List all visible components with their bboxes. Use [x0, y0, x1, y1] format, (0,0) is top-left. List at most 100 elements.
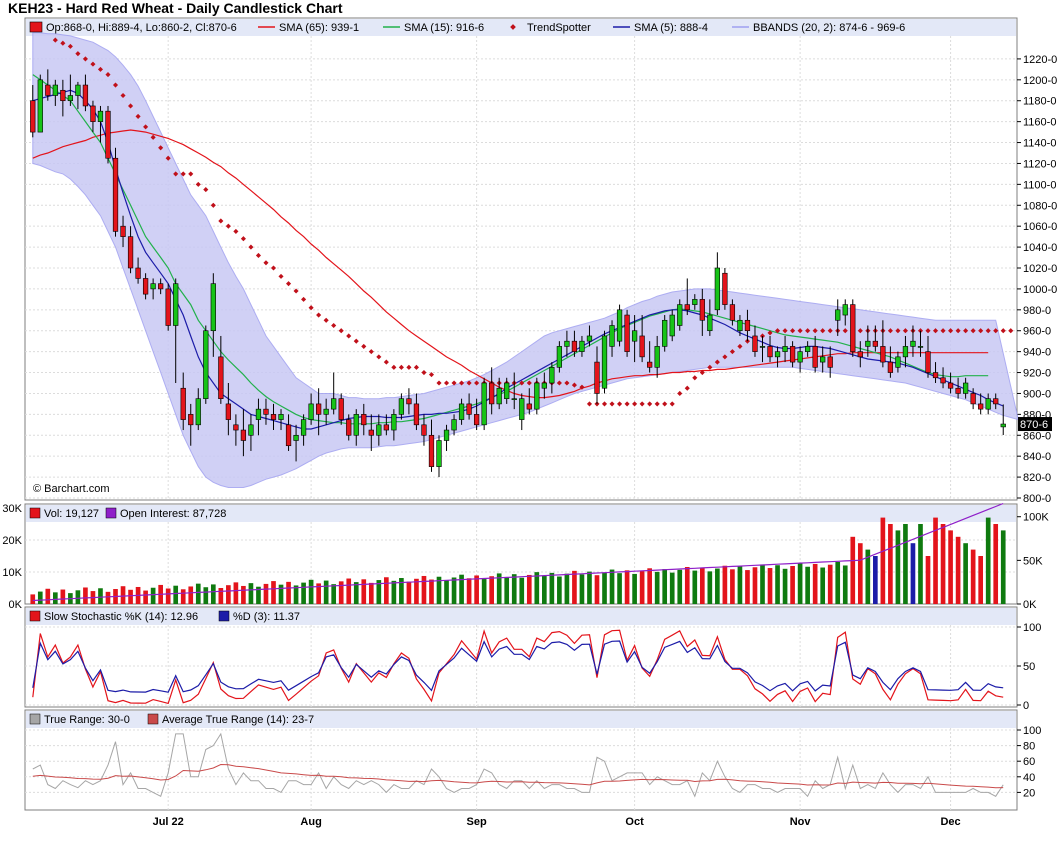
- candle-body: [67, 95, 74, 102]
- candle-body: [639, 335, 645, 358]
- trendspotter-dot: [925, 328, 931, 334]
- volume-bar: [557, 576, 562, 604]
- volume-bar: [737, 566, 743, 604]
- volume-bar: [376, 580, 382, 604]
- candle-body: [451, 419, 457, 431]
- trendspotter-dot: [240, 236, 246, 242]
- volume-bar: [662, 569, 668, 604]
- legend-atr-swatch: [147, 713, 159, 725]
- candle-body: [37, 79, 43, 133]
- volume-bar: [256, 586, 261, 604]
- trendspotter-dot: [173, 171, 179, 177]
- candle-body: [398, 398, 405, 415]
- candle-body: [940, 377, 946, 384]
- trendspotter-dot: [940, 328, 946, 334]
- volume-bar: [451, 577, 457, 604]
- volume-bar: [617, 573, 622, 604]
- sma5-line: [32, 89, 1004, 430]
- watermark: © Barchart.com: [33, 483, 110, 495]
- trendspotter-dot: [67, 43, 73, 49]
- candle-body: [955, 387, 961, 394]
- candle-body: [195, 398, 201, 426]
- candle-body: [293, 434, 299, 441]
- trendspotter-dot: [466, 380, 472, 386]
- volume-bar: [730, 569, 735, 604]
- y-tick-label: 920-0: [1023, 368, 1051, 380]
- volume-bar: [75, 590, 81, 604]
- candle-body: [496, 387, 502, 405]
- candle-body: [60, 89, 66, 102]
- x-tick-label: Nov: [790, 816, 812, 828]
- candle-body: [782, 346, 788, 352]
- open-interest-line: [32, 502, 1004, 602]
- y-tick-label: 1040-0: [1023, 242, 1057, 254]
- candle-body: [338, 398, 344, 420]
- trendspotter-dot: [707, 364, 713, 370]
- candle-body: [270, 414, 277, 420]
- volume-bar: [218, 588, 224, 604]
- volume-bar: [775, 565, 780, 604]
- candle-body: [917, 346, 924, 348]
- candle-body: [481, 382, 487, 426]
- volume-bar: [812, 563, 818, 604]
- trendspotter-dot: [955, 328, 961, 334]
- volume-bar: [647, 568, 652, 604]
- trendspotter-dot: [368, 349, 374, 355]
- candle-body: [579, 340, 585, 352]
- volume-bar: [353, 582, 359, 604]
- candle-body: [316, 403, 322, 415]
- candle-body: [428, 434, 435, 467]
- volume-bar: [105, 591, 111, 604]
- volume-bar: [745, 570, 750, 604]
- volume-bar: [241, 585, 246, 604]
- candle-body: [346, 419, 352, 436]
- x-tick-label: Sep: [467, 816, 487, 828]
- candle-body: [158, 283, 164, 290]
- volume-bar: [857, 543, 863, 604]
- candle-body: [752, 335, 758, 352]
- candle-body: [82, 84, 89, 107]
- candle-body: [692, 299, 698, 305]
- volume-bar: [384, 577, 389, 604]
- candle-body: [203, 330, 209, 399]
- trendspotter-dot: [331, 322, 337, 329]
- y-tick-label: 1120-0: [1023, 158, 1056, 170]
- volume-bar: [715, 568, 720, 604]
- volume-bar: [30, 594, 36, 604]
- tr-y-tick-label: 40: [1023, 772, 1035, 784]
- legend-stoch-k-swatch: [29, 610, 41, 622]
- candle-body: [240, 429, 247, 441]
- candle-body: [361, 414, 367, 426]
- volume-bar: [842, 565, 848, 604]
- true-range-line: [32, 732, 1004, 798]
- candle-body: [759, 346, 766, 348]
- volume-bar: [120, 586, 126, 604]
- volume-bar: [722, 565, 728, 604]
- candle-body: [150, 283, 156, 290]
- candle-body: [699, 299, 705, 321]
- volume-bar: [504, 576, 510, 604]
- volume-bar: [895, 530, 901, 604]
- candle-body: [1000, 423, 1006, 428]
- stoch-d-line: [32, 640, 1004, 693]
- trendspotter-dot: [594, 401, 600, 407]
- trendspotter-dot: [443, 380, 450, 386]
- volume-bar: [692, 570, 698, 604]
- candle-body: [571, 340, 578, 352]
- candle-body: [105, 110, 111, 159]
- volume-bar: [767, 568, 773, 604]
- volume-bar: [466, 578, 472, 604]
- volume-bar: [368, 582, 374, 604]
- candle-body: [880, 346, 886, 363]
- trendspotter-dot: [459, 380, 465, 386]
- volume-bar: [98, 588, 103, 604]
- candle-body: [534, 382, 540, 410]
- candle-body: [233, 424, 239, 431]
- trendspotter-dot: [278, 273, 284, 279]
- candle-body: [872, 340, 878, 347]
- x-tick-label: Dec: [940, 816, 960, 828]
- legend-atr-label: Average True Range (14): 23-7: [162, 714, 314, 726]
- candle-body: [729, 304, 736, 321]
- trendspotter-dot: [662, 401, 668, 407]
- trendspotter-dot: [210, 202, 216, 208]
